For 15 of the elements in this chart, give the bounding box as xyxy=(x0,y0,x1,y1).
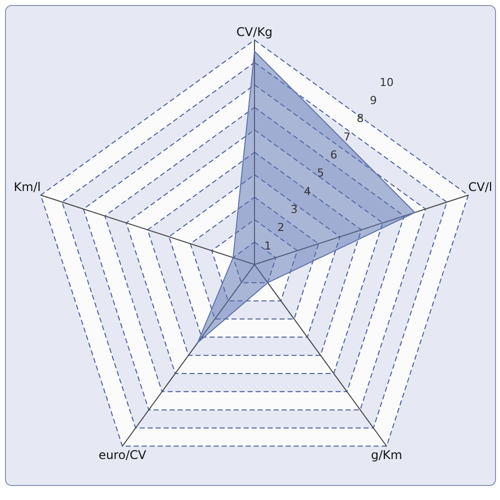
y-tick-label: 7 xyxy=(343,130,350,144)
spoke-label: euro/CV xyxy=(98,448,147,462)
y-tick-label: 8 xyxy=(356,112,364,126)
y-tick-label: 9 xyxy=(370,94,377,108)
y-tick-label: 2 xyxy=(277,221,284,234)
y-tick-label: 10 xyxy=(380,76,394,89)
spoke-label: g/Km xyxy=(371,448,402,462)
y-tick-label: 6 xyxy=(330,148,338,162)
y-tick-label: 1 xyxy=(264,239,272,252)
y-tick-label: 5 xyxy=(317,166,324,180)
spoke-label: CV/l xyxy=(468,180,492,194)
spoke-label: Km/l xyxy=(14,180,41,194)
spoke-label: CV/Kg xyxy=(236,25,273,40)
y-tick-label: 3 xyxy=(290,203,298,216)
y-tick-label: 4 xyxy=(304,184,311,198)
